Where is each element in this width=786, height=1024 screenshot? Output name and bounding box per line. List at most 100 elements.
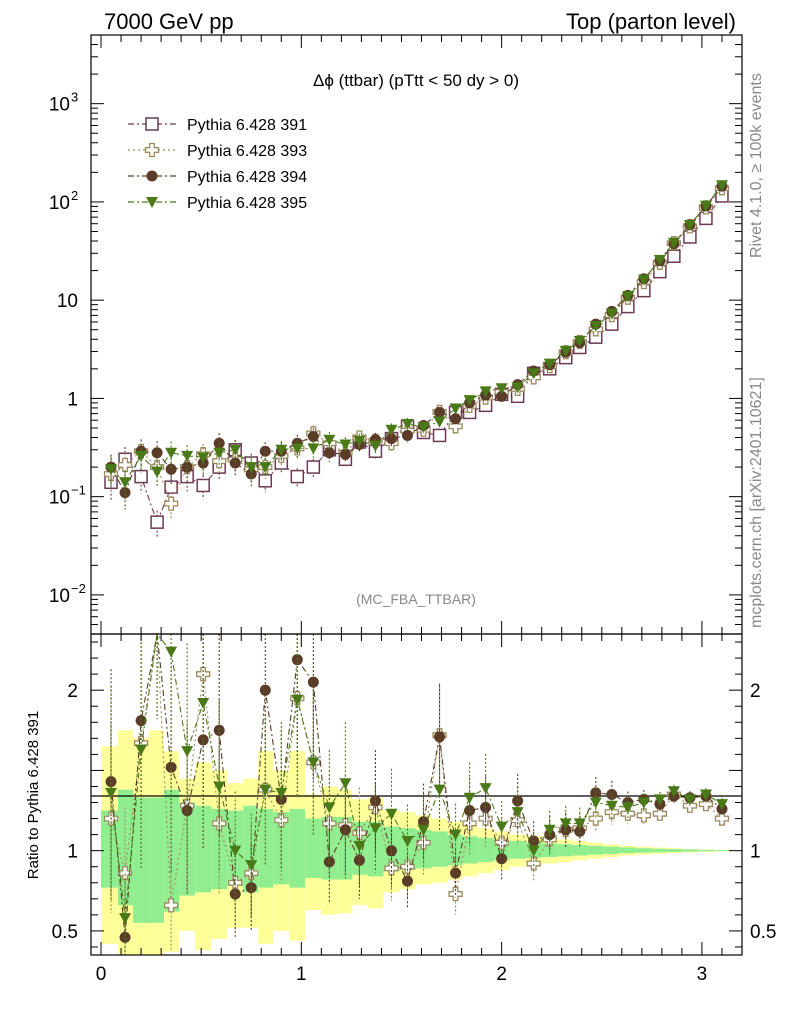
ratio-point [450,867,462,879]
data-point [323,447,335,459]
legend-marker-394 [146,170,158,182]
legend-item-393: Pythia 6.428 393 [128,142,307,160]
inner-band-segment [635,848,652,853]
ratio-y-tick-label-left: 1 [67,842,78,863]
ratio-point [559,818,572,830]
legend-marker-391 [145,117,159,131]
ratio-point [526,856,541,871]
data-point [667,237,680,249]
y-tick-label-exponent: −2 [71,581,86,596]
data-point [245,462,258,474]
ratio-point [181,805,193,817]
ratio-frame [90,633,743,956]
ratio-point [213,781,226,793]
ratio-point [323,802,336,814]
ratio-point [714,811,730,826]
series-line-s394 [110,185,723,494]
data-point [151,447,163,459]
data-point [291,443,304,455]
ratio-axis-ticks: 0.5 0.5 1 1 2 2 [52,641,776,948]
legend-marker-symbol [145,117,159,131]
ratio-point [652,806,668,821]
ratio-point [667,786,680,798]
ratio-point [463,792,476,804]
legend-label-394: Pythia 6.428 394 [187,169,307,186]
data-point [259,462,272,474]
ratio-point [401,836,414,848]
data-point [134,469,148,484]
ratio-y-tick-label-left: 0.5 [52,922,78,943]
data-point [307,443,320,455]
ratio-point [573,818,586,830]
ratio-point [495,821,508,833]
data-point [495,383,508,395]
ratio-point [636,808,651,823]
inner-band-segment [149,797,165,923]
x-tick-label: 2 [496,964,507,985]
data-point [181,461,193,473]
ratio-point [527,845,540,857]
ratio-point [574,825,586,837]
data-point [401,418,414,430]
data-point [117,457,133,473]
data-point [339,448,351,460]
ratio-point [511,807,524,819]
data-point [699,200,712,212]
ratio-data-points [103,632,730,955]
data-point [229,444,242,456]
data-point [496,390,508,402]
data-point [715,180,728,192]
data-point [589,321,602,333]
data-point [196,478,210,493]
ratio-point [698,796,714,812]
data-point [653,254,666,266]
inner-band-segment [666,849,682,852]
legend-label-391: Pythia 6.428 391 [187,117,307,134]
ratio-point [291,694,304,706]
inner-band-segment [118,789,134,906]
ratio-point [245,860,258,872]
ratio-point [605,800,618,812]
ratio-line-s393 [110,633,723,906]
data-point [165,463,177,475]
data-point [683,220,696,232]
ratio-point [589,797,602,809]
main-data-points [103,180,730,539]
x-tick-label: 1 [296,964,307,985]
ratio-point [653,794,666,806]
ratio-point [165,646,178,658]
ratio-point [512,795,524,807]
data-point [105,464,118,476]
ratio-point [683,794,696,806]
y-tick-label: 10 [49,95,70,116]
ratio-point [417,824,430,836]
ratio-point [135,744,148,756]
legend-item-391: Pythia 6.428 391 [128,117,307,134]
x-axis-ticks: 0 1 2 3 [96,35,743,985]
ratio-y-tick-label-right: 0.5 [750,922,776,943]
legend-marker-symbol [146,170,158,182]
data-point [275,444,288,456]
data-point [463,395,476,407]
series-s393 [103,181,730,519]
data-point [667,249,681,263]
series-line-s393 [110,187,723,506]
y-tick-label-exponent: −1 [71,483,86,498]
ratio-point [621,802,634,814]
data-point [385,424,398,436]
rivet-version-label: Rivet 4.1.0, ≥ 100k events [748,73,765,258]
legend-marker-symbol [144,142,160,158]
ratio-point [229,888,241,900]
ratio-point [637,797,650,809]
inner-band-segment [305,818,322,878]
legend-marker-symbol [146,197,158,208]
data-point [323,434,336,446]
data-point [290,469,305,484]
data-point [511,382,524,394]
ratio-line-s394 [110,633,723,938]
ratio-point [105,787,118,799]
series-line-s391 [110,195,723,524]
ratio-point [449,829,462,841]
data-point [306,460,321,474]
inner-band-segment [587,845,604,855]
